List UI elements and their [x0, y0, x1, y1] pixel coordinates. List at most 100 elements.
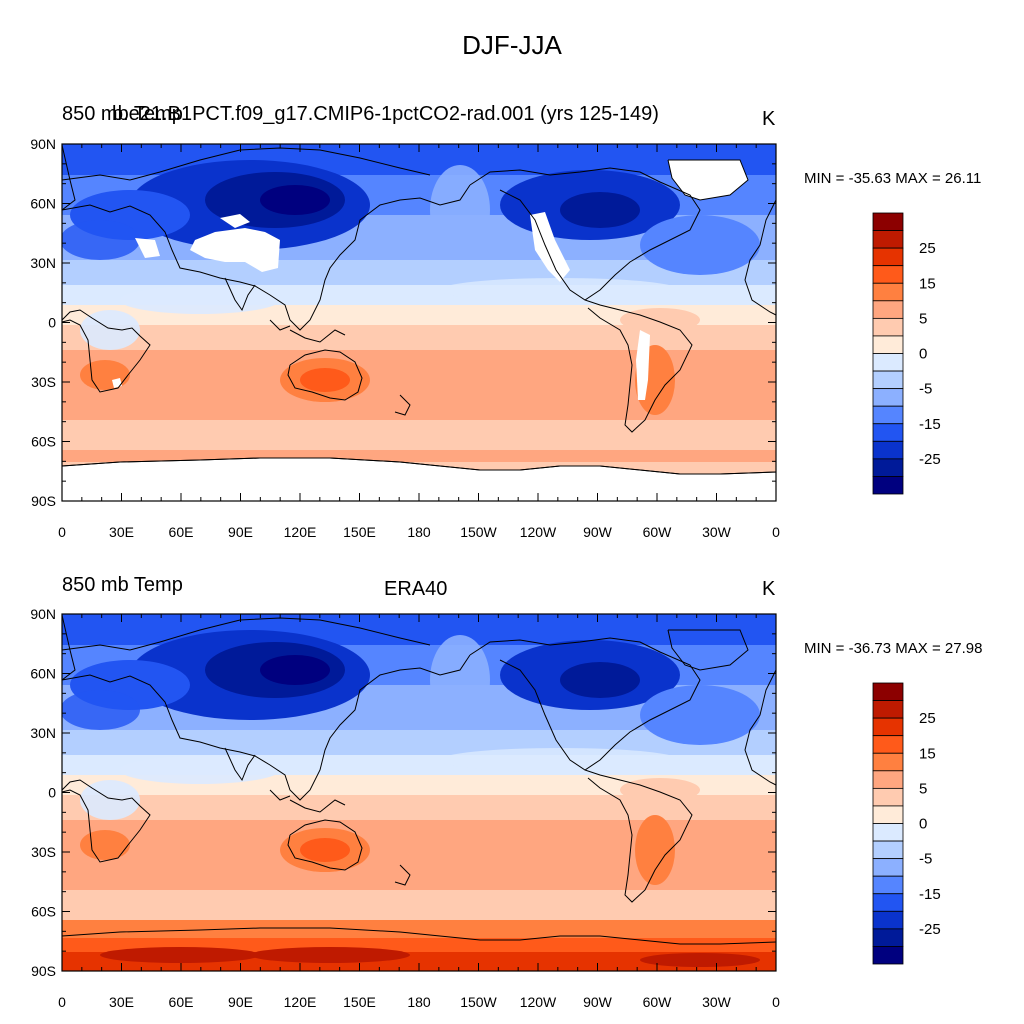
lat-tick-label: 60S	[31, 434, 56, 450]
colorbar-swatch	[872, 247, 904, 267]
panel-case-title: ERA40	[384, 578, 448, 600]
colorbar: 25 15 5 0 -5 -15 -25	[872, 212, 941, 495]
lon-tick-label: 90W	[583, 524, 613, 540]
colorbar-swatch	[872, 212, 904, 231]
colorbar-label: 15	[919, 745, 936, 762]
colorbar-swatch	[872, 405, 904, 425]
colorbar-label: -25	[919, 451, 941, 468]
lat-tick-label: 0	[48, 785, 56, 801]
lat-tick-label: 30S	[31, 844, 56, 860]
lon-tick-label: 30W	[702, 994, 732, 1010]
colorbar: 25 15 5 0 -5 -15 -25	[872, 682, 941, 965]
colorbar-swatch	[872, 230, 904, 249]
colorbar-swatch	[872, 682, 904, 701]
colorbar-swatch	[872, 752, 904, 772]
temperature-field	[62, 614, 776, 971]
lon-tick-label: 30E	[109, 994, 134, 1010]
panel-units: K	[762, 108, 776, 130]
min-max-label: MIN = -35.63 MAX = 26.11	[804, 170, 982, 187]
colorbar-label: -25	[919, 921, 941, 938]
colorbar-swatch	[872, 787, 904, 807]
colorbar-swatch	[872, 858, 904, 877]
colorbar-swatch	[872, 265, 904, 284]
lon-tick-label: 150E	[343, 994, 376, 1010]
colorbar-swatch	[872, 300, 904, 319]
lon-tick-label: 120E	[284, 994, 317, 1010]
obs-panel: 90N 60N 30N 0 30S 60S 90S 0 30E 60E 90E 120E 150E 180…	[0, 470, 1024, 1010]
lat-tick-label: 60S	[31, 904, 56, 920]
colorbar-label: -15	[919, 886, 941, 903]
colorbar-label: -5	[919, 381, 932, 398]
lon-tick-label: 90E	[228, 524, 253, 540]
lon-tick-label: 0	[58, 994, 66, 1010]
colorbar-swatch	[872, 893, 904, 912]
panel-units: K	[762, 578, 776, 600]
colorbar-swatch	[872, 735, 904, 754]
colorbar-label: 5	[919, 310, 927, 327]
lon-tick-label: 60E	[169, 524, 194, 540]
colorbar-label: 25	[919, 240, 936, 257]
colorbar-label: 25	[919, 710, 936, 727]
lon-tick-label: 60W	[643, 994, 673, 1010]
lon-tick-label: 30E	[109, 524, 134, 540]
lon-tick-label: 60W	[643, 524, 673, 540]
panel-variable-title: 850 mb Temp	[62, 574, 183, 596]
colorbar-swatch	[872, 370, 904, 390]
colorbar-swatch	[872, 717, 904, 737]
lon-tick-label: 120E	[284, 524, 317, 540]
lon-tick-label: 30W	[702, 524, 732, 540]
coastlines	[61, 614, 777, 945]
lat-tick-label: 30N	[30, 725, 56, 741]
lon-tick-label: 180	[407, 524, 431, 540]
colorbar-label: 15	[919, 275, 936, 292]
colorbar-swatch	[872, 388, 904, 407]
colorbar-swatch	[872, 770, 904, 789]
panel-variable-title: 850 mb Temp	[62, 103, 183, 125]
lon-tick-label: 0	[772, 994, 780, 1010]
lat-tick-label: 90S	[31, 493, 56, 509]
colorbar-swatch	[872, 317, 904, 337]
lat-tick-label: 60N	[30, 666, 56, 682]
colorbar-swatch	[872, 928, 904, 947]
lon-tick-label: 90E	[228, 994, 253, 1010]
colorbar-swatch	[872, 335, 904, 354]
lat-tick-label: 30S	[31, 374, 56, 390]
colorbar-label: -5	[919, 851, 932, 868]
lat-tick-label: 90N	[30, 136, 56, 152]
colorbar-swatch	[872, 823, 904, 842]
lat-tick-label: 0	[48, 315, 56, 331]
colorbar-swatch	[872, 805, 904, 824]
colorbar-swatch	[872, 353, 904, 372]
lon-tick-label: 60E	[169, 994, 194, 1010]
colorbar-label: 0	[919, 346, 927, 363]
temperature-field	[62, 144, 776, 501]
panel-case-title: b.e21.B1PCT.f09_g17.CMIP6-1pctCO2-rad.00…	[112, 103, 659, 125]
lon-tick-label: 120W	[520, 994, 557, 1010]
lon-tick-label: 90W	[583, 994, 613, 1010]
min-max-label: MIN = -36.73 MAX = 27.98	[804, 640, 983, 657]
colorbar-swatch	[872, 840, 904, 860]
lat-tick-label: 90S	[31, 963, 56, 979]
lon-tick-label: 150W	[460, 994, 497, 1010]
lon-tick-label: 0	[772, 524, 780, 540]
colorbar-swatch	[872, 476, 904, 495]
colorbar-label: -15	[919, 416, 941, 433]
lon-tick-label: 180	[407, 994, 431, 1010]
colorbar-swatch	[872, 282, 904, 302]
colorbar-swatch	[872, 700, 904, 719]
lat-tick-label: 30N	[30, 255, 56, 271]
colorbar-swatch	[872, 423, 904, 442]
lon-tick-label: 120W	[520, 524, 557, 540]
colorbar-swatch	[872, 946, 904, 965]
colorbar-swatch	[872, 910, 904, 930]
colorbar-label: 5	[919, 780, 927, 797]
figure-title: DJF-JJA	[462, 30, 562, 60]
colorbar-swatch	[872, 440, 904, 460]
model-panel: 90N 60N 30N 0 30S 60S 90S 0 30E 60E 90E 120E 150E 180…	[0, 0, 1024, 540]
lat-tick-label: 90N	[30, 606, 56, 622]
colorbar-swatch	[872, 875, 904, 895]
